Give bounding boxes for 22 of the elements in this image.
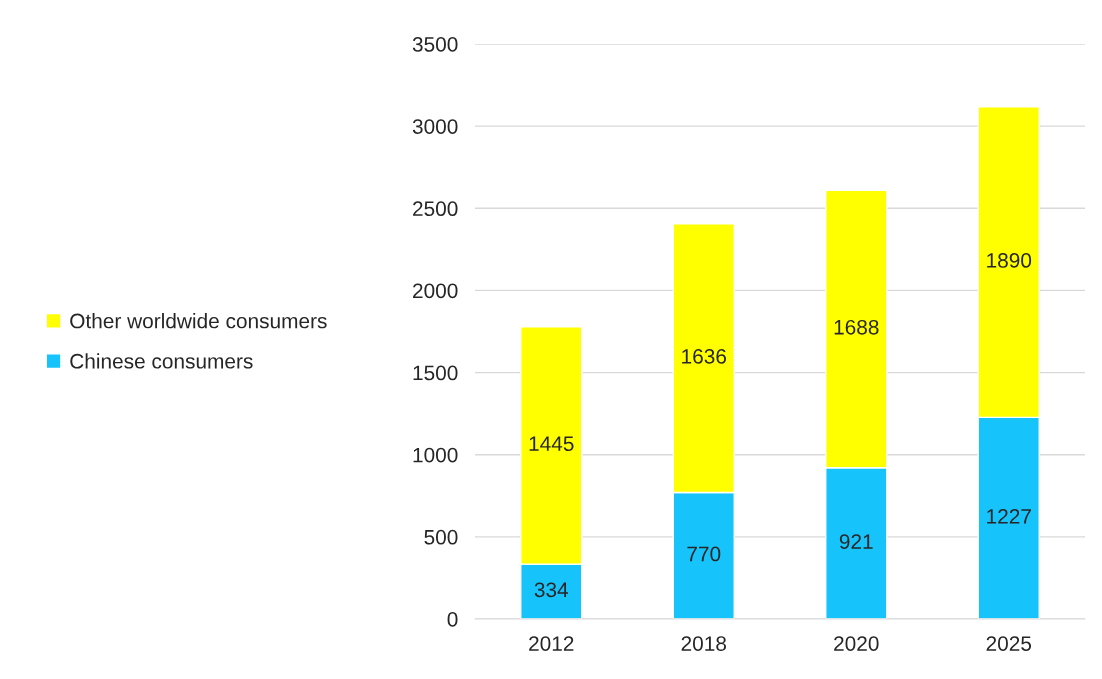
data-label: 770 (687, 546, 721, 562)
y-tick-label: 2000 (413, 283, 458, 299)
data-label: 1688 (834, 319, 879, 335)
y-tick-label: 3500 (412, 37, 458, 52)
legend-label: Chinese consumers (70, 353, 253, 369)
y-tick-label: 500 (424, 529, 458, 545)
data-label: 1445 (529, 436, 574, 452)
data-label: 921 (839, 534, 873, 549)
y-tick-label: 1500 (413, 365, 458, 381)
x-tick-label: 2020 (834, 636, 879, 651)
y-tick-label: 3000 (412, 119, 458, 134)
data-label: 1227 (987, 509, 1031, 524)
legend-label: Other worldwide consumers (70, 313, 327, 329)
y-tick-label: 2500 (413, 201, 458, 217)
data-label: 334 (534, 582, 569, 598)
data-label: 1890 (987, 253, 1032, 268)
x-tick-label: 2025 (986, 636, 1032, 651)
data-label: 1636 (682, 348, 727, 364)
x-tick-label: 2018 (681, 636, 727, 651)
x-tick-label: 2012 (529, 636, 574, 651)
y-tick-label: 0 (447, 612, 458, 627)
y-tick-label: 1000 (413, 447, 458, 463)
